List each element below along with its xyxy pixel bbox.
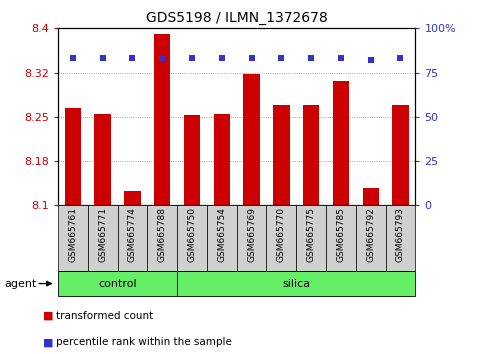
Point bbox=[397, 56, 404, 61]
Text: GSM665761: GSM665761 bbox=[69, 207, 77, 262]
Bar bbox=[88, 205, 117, 271]
Bar bbox=[356, 205, 385, 271]
Bar bbox=[267, 205, 296, 271]
Text: GSM665750: GSM665750 bbox=[187, 207, 197, 262]
Bar bbox=[326, 205, 356, 271]
Bar bbox=[303, 105, 319, 205]
Text: GSM665769: GSM665769 bbox=[247, 207, 256, 262]
Bar bbox=[385, 205, 415, 271]
Text: percentile rank within the sample: percentile rank within the sample bbox=[56, 337, 231, 347]
Bar bbox=[117, 205, 147, 271]
Text: GSM665754: GSM665754 bbox=[217, 207, 226, 262]
Text: ■: ■ bbox=[43, 311, 54, 321]
Text: silica: silica bbox=[282, 279, 310, 289]
Point bbox=[367, 57, 375, 63]
Bar bbox=[177, 205, 207, 271]
Point bbox=[218, 56, 226, 61]
Text: GSM665785: GSM665785 bbox=[337, 207, 345, 262]
Point bbox=[99, 56, 107, 61]
Point bbox=[278, 56, 285, 61]
Bar bbox=[154, 34, 170, 205]
Text: GSM665775: GSM665775 bbox=[307, 207, 315, 262]
Text: GSM665793: GSM665793 bbox=[396, 207, 405, 262]
Text: ■: ■ bbox=[43, 337, 54, 347]
Bar bbox=[273, 105, 289, 205]
Bar bbox=[65, 108, 81, 205]
Bar bbox=[184, 115, 200, 205]
Bar bbox=[207, 205, 237, 271]
Point bbox=[158, 56, 166, 61]
Point bbox=[128, 56, 136, 61]
Point bbox=[307, 56, 315, 61]
Bar bbox=[296, 205, 326, 271]
Point bbox=[69, 56, 77, 61]
Text: GSM665792: GSM665792 bbox=[366, 207, 375, 262]
Text: GSM665771: GSM665771 bbox=[98, 207, 107, 262]
Bar bbox=[243, 74, 260, 205]
Point bbox=[188, 56, 196, 61]
Text: agent: agent bbox=[5, 279, 37, 289]
Bar bbox=[177, 271, 415, 296]
Text: GSM665770: GSM665770 bbox=[277, 207, 286, 262]
Bar bbox=[392, 105, 409, 205]
Text: GSM665774: GSM665774 bbox=[128, 207, 137, 262]
Bar bbox=[213, 114, 230, 205]
Bar bbox=[124, 190, 141, 205]
Bar bbox=[95, 114, 111, 205]
Text: control: control bbox=[98, 279, 137, 289]
Bar bbox=[147, 205, 177, 271]
Bar bbox=[363, 188, 379, 205]
Title: GDS5198 / ILMN_1372678: GDS5198 / ILMN_1372678 bbox=[146, 11, 327, 24]
Bar bbox=[237, 205, 267, 271]
Point bbox=[337, 56, 345, 61]
Text: GSM665788: GSM665788 bbox=[158, 207, 167, 262]
Point bbox=[248, 56, 256, 61]
Text: transformed count: transformed count bbox=[56, 311, 153, 321]
Bar bbox=[58, 205, 88, 271]
Bar bbox=[333, 81, 349, 205]
Bar bbox=[58, 271, 177, 296]
